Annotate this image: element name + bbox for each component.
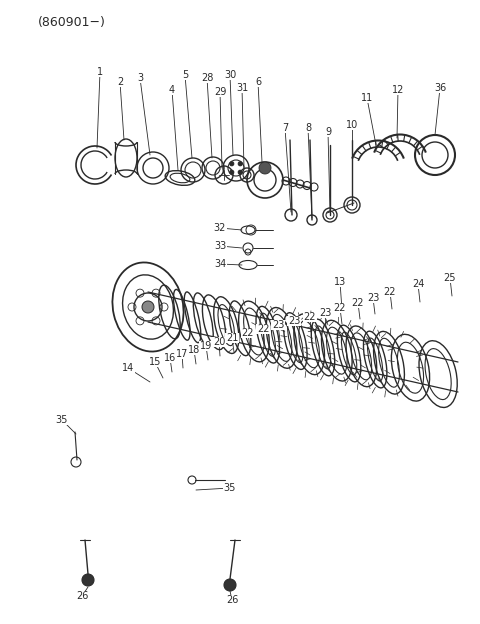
Circle shape (238, 162, 242, 166)
Text: 26: 26 (226, 595, 238, 605)
Text: 23: 23 (319, 308, 331, 318)
Text: 13: 13 (334, 277, 346, 287)
Text: 8: 8 (305, 123, 311, 133)
Text: 11: 11 (361, 93, 373, 103)
Text: 22: 22 (334, 303, 346, 313)
Text: 23: 23 (288, 316, 300, 326)
Text: 23: 23 (367, 293, 379, 303)
Text: 10: 10 (346, 120, 358, 130)
Text: 23: 23 (272, 320, 284, 330)
Circle shape (238, 170, 242, 174)
Text: 25: 25 (444, 273, 456, 283)
Text: 35: 35 (56, 415, 68, 425)
Text: 22: 22 (242, 328, 254, 338)
Text: 18: 18 (188, 345, 200, 355)
Text: 21: 21 (226, 333, 238, 343)
Text: (860901−): (860901−) (38, 16, 106, 29)
Text: 6: 6 (255, 77, 261, 87)
Text: 20: 20 (213, 337, 225, 347)
Text: 26: 26 (76, 591, 88, 601)
Text: 7: 7 (282, 123, 288, 133)
Text: 1: 1 (97, 67, 103, 77)
Circle shape (224, 579, 236, 591)
Text: 15: 15 (149, 357, 161, 367)
Text: 33: 33 (214, 241, 226, 251)
Text: 22: 22 (257, 324, 269, 334)
Text: 17: 17 (176, 349, 188, 359)
Text: 30: 30 (224, 70, 236, 80)
Text: 22: 22 (304, 312, 316, 322)
Text: 14: 14 (122, 363, 134, 373)
Text: 36: 36 (434, 83, 446, 93)
Text: 3: 3 (137, 73, 143, 83)
Text: 34: 34 (214, 259, 226, 269)
Text: 29: 29 (214, 87, 226, 97)
Text: 4: 4 (169, 85, 175, 95)
Circle shape (230, 162, 234, 166)
Text: 28: 28 (201, 73, 213, 83)
Circle shape (259, 162, 271, 174)
Text: 16: 16 (164, 353, 176, 363)
Text: 35: 35 (224, 483, 236, 493)
Text: 5: 5 (182, 70, 188, 80)
Text: 22: 22 (384, 287, 396, 297)
Text: 22: 22 (352, 298, 364, 308)
Circle shape (230, 170, 234, 174)
Text: 24: 24 (412, 279, 424, 289)
Text: 9: 9 (325, 127, 331, 137)
Circle shape (142, 301, 154, 313)
Circle shape (82, 574, 94, 586)
Text: 31: 31 (236, 83, 248, 93)
Text: 2: 2 (117, 77, 123, 87)
Text: 19: 19 (200, 341, 212, 351)
Text: 12: 12 (392, 85, 404, 95)
Text: 32: 32 (214, 223, 226, 233)
